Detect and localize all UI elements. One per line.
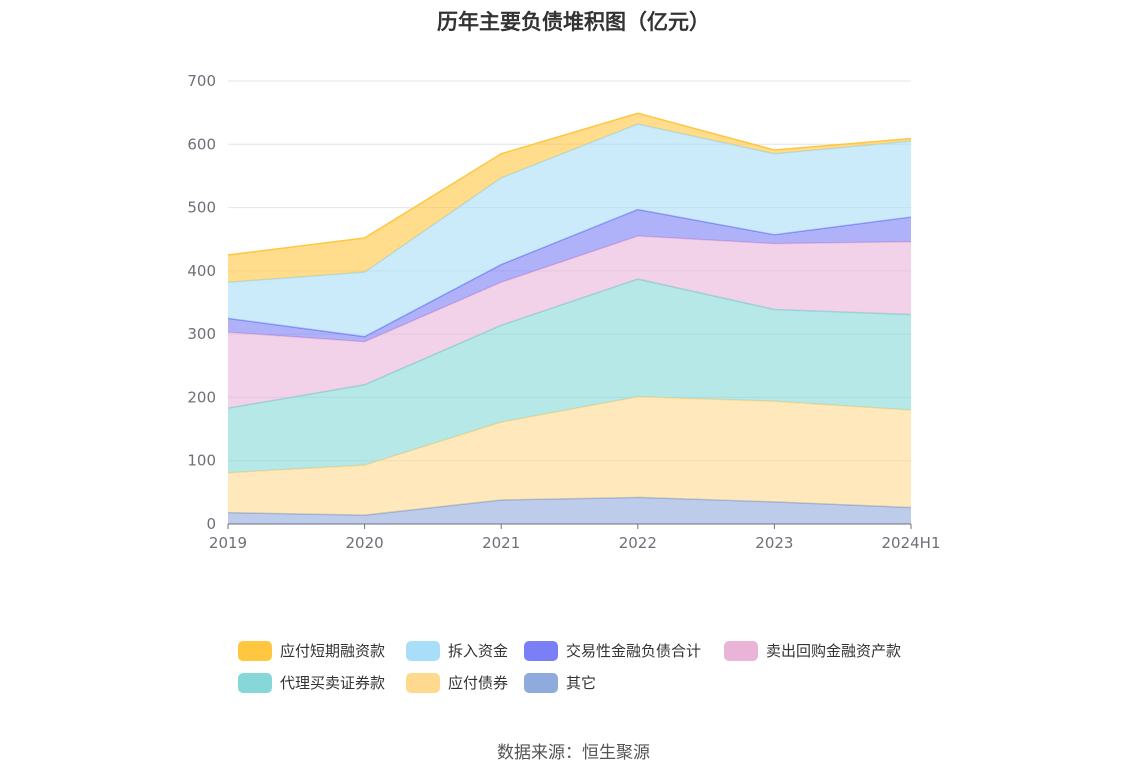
legend-item-trading-liabilities[interactable]: 交易性金融负债合计 xyxy=(524,640,701,661)
x-tick-label: 2022 xyxy=(619,534,657,552)
x-tick-label: 2024H1 xyxy=(882,534,941,552)
legend-swatch xyxy=(406,640,440,661)
y-tick-label: 100 xyxy=(187,452,216,470)
y-tick-label: 300 xyxy=(187,325,216,343)
legend-item-repo[interactable]: 卖出回购金融资产款 xyxy=(724,640,901,661)
legend-label: 拆入资金 xyxy=(448,642,509,660)
y-tick-label: 700 xyxy=(187,72,216,90)
area-其它 xyxy=(228,497,911,524)
legend-label: 应付债券 xyxy=(448,674,509,692)
y-tick-label: 600 xyxy=(187,135,216,153)
y-tick-label: 200 xyxy=(187,388,216,406)
legend-label: 代理买卖证券款 xyxy=(280,674,386,692)
chart-title: 历年主要负债堆积图（亿元） xyxy=(437,10,710,34)
legend-label: 卖出回购金融资产款 xyxy=(766,642,902,660)
area-应付债券 xyxy=(228,396,911,516)
y-tick-label: 400 xyxy=(187,262,216,280)
x-tick-label: 2019 xyxy=(209,534,247,552)
legend-swatch xyxy=(406,672,440,693)
y-tick-label: 0 xyxy=(206,515,216,533)
x-tick-label: 2023 xyxy=(755,534,793,552)
legend-item-other[interactable]: 其它 xyxy=(524,672,596,693)
legend-item-short-term-financing[interactable]: 应付短期融资款 xyxy=(238,640,385,661)
y-tick-label: 500 xyxy=(187,199,216,217)
legend-label: 交易性金融负债合计 xyxy=(566,642,702,660)
stacked-area-chart: 0 100 200 300 400 500 600 700 2019 2020 2021 2022 20… xyxy=(187,72,941,552)
x-tick-label: 2020 xyxy=(346,534,384,552)
legend-swatch xyxy=(238,640,272,661)
legend-swatch xyxy=(524,672,558,693)
area-line-应付短期融资款 xyxy=(227,112,912,256)
area-应付短期融资款 xyxy=(228,113,911,283)
legend-swatch xyxy=(524,640,558,661)
area-代理买卖证券款 xyxy=(228,279,911,473)
legend-swatch xyxy=(238,672,272,693)
legend-item-agency-securities[interactable]: 代理买卖证券款 xyxy=(238,672,385,693)
legend-swatch xyxy=(724,640,758,661)
legend-item-bonds-payable[interactable]: 应付债券 xyxy=(406,672,508,693)
legend-item-borrowed-funds[interactable]: 拆入资金 xyxy=(406,640,508,661)
data-source: 数据来源：恒生聚源 xyxy=(497,743,650,763)
legend-label: 其它 xyxy=(566,674,597,692)
area-交易性金融负债合计 xyxy=(228,209,911,342)
area-拆入资金 xyxy=(228,124,911,337)
x-tick-label: 2021 xyxy=(482,534,520,552)
legend-label: 应付短期融资款 xyxy=(280,642,386,660)
area-卖出回购金融资产款 xyxy=(228,236,911,409)
